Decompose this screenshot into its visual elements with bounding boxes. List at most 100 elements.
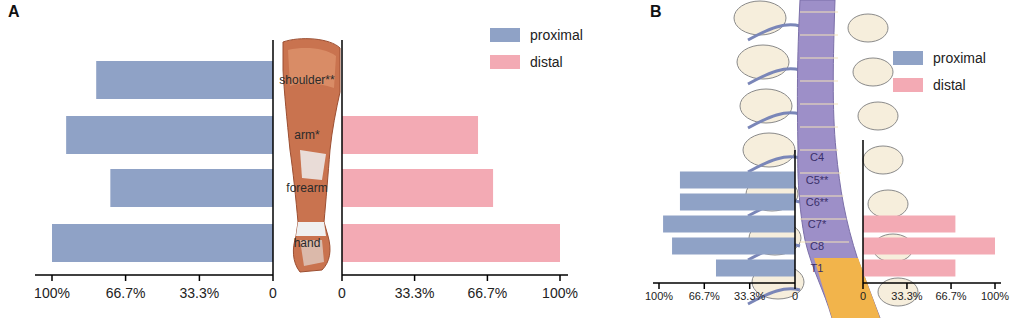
bar [863,260,955,277]
category-label: C4 [810,151,824,163]
nerve [748,157,800,172]
category-label: C8 [810,240,824,252]
tick-mark [272,275,274,281]
nerve [748,25,800,40]
tick-label: 100% [34,285,70,301]
segment-line [800,127,838,128]
panel: 100%100%66.7%66.7%33.3%33.3%00C4C5**C6**… [645,0,1009,318]
tick-mark [704,283,706,289]
category-label: C6** [806,196,829,208]
tick-mark [658,283,660,289]
category-label: C7* [808,218,827,230]
bar-group [663,172,795,277]
tick-mark [906,283,908,289]
legend-swatch [490,28,520,42]
figure: 100% 100% 66.7% 66.7% 33.3% 33.3% 0 0 shoulder**… [0,0,1021,318]
vertebra-process [848,14,888,42]
vertebra [734,1,786,35]
panel-label: A [8,3,20,20]
arm-wrist [296,222,326,236]
category-label: shoulder** [279,73,335,87]
tick-mark [862,283,864,289]
bar [680,194,795,211]
tick-label: 66.7% [106,285,146,301]
tick-mark [794,283,796,289]
tick-mark [559,275,561,281]
category-label: T1 [811,262,824,274]
category-label: hand [294,236,321,250]
tick-mark [199,275,201,281]
tick-label: 33.3% [891,290,922,302]
tick-label: 0 [338,285,346,301]
category-label: C5** [806,174,829,186]
axis-line [653,282,795,284]
axes: 100%100%66.7%66.7%33.3%33.3%00 [645,140,1009,302]
bar [342,169,493,207]
arm-tendon [300,150,326,180]
tick-label: 0 [269,285,277,301]
axis-line [794,150,796,283]
bar [96,61,273,99]
legend-swatch [893,51,923,65]
bar [663,216,795,233]
bar [66,116,273,154]
vertebra-process [863,146,903,174]
axis-line [342,274,568,276]
bar [342,224,560,262]
tick-label: 66.7% [689,290,720,302]
axis-line [341,40,343,275]
tick-label: 33.3% [395,285,435,301]
vertebra-process [858,102,898,130]
tick-mark [414,275,416,281]
bar [52,224,273,262]
tick-label: 66.7% [935,290,966,302]
nerve [748,113,800,128]
vertebra-process [853,58,893,86]
segment-line [800,58,838,59]
bar-group [863,216,995,277]
nerve [748,69,800,84]
tick-mark [487,275,489,281]
bar [680,172,795,189]
bar [863,238,995,255]
category-label: arm* [294,128,320,142]
legend-label: distal [530,54,563,70]
tick-label: 33.3% [734,290,765,302]
tick-label: 33.3% [180,285,220,301]
legend: proximaldistal [893,50,986,93]
tick-label: 100% [542,285,578,301]
tick-label: 0 [792,290,798,302]
panel: 100% 100% 66.7% 66.7% 33.3% 33.3% 0 0 shoulder**… [8,3,583,301]
vertebra [737,45,789,79]
segment-line [800,242,849,243]
bar [342,116,478,154]
legend-label: proximal [530,27,583,43]
legend: proximal distal [490,27,583,70]
axis-line [272,40,274,275]
bar-group [52,61,273,262]
tick-mark [341,275,343,281]
bar [716,260,795,277]
vertebra-process [868,190,908,218]
tick-label: 66.7% [468,285,508,301]
segment-line [800,35,838,36]
tick-label: 100% [981,290,1009,302]
panel-label: B [650,3,662,20]
axis-line [863,282,1001,284]
segment-line [800,12,838,13]
tick-mark [994,283,996,289]
segment-line [800,104,838,105]
tick-mark [51,275,53,281]
bar-group [342,116,560,262]
axis-line [862,140,864,283]
bar [863,216,955,233]
segment-line [800,81,838,82]
legend-swatch [893,78,923,92]
axis-line [35,274,273,276]
bar [672,238,795,255]
legend-swatch [490,55,520,69]
tick-mark [125,275,127,281]
bar [110,169,273,207]
axes: 100% 100% 66.7% 66.7% 33.3% 33.3% 0 0 [34,40,578,301]
category-label: forearm [286,181,327,195]
